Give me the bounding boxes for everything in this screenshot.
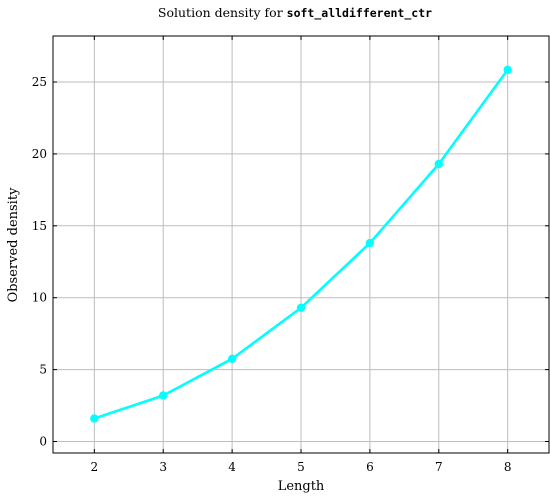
x-tick-label: 5 <box>297 460 305 474</box>
data-point <box>365 238 375 248</box>
plot-area-frame <box>52 35 550 454</box>
x-tick-label: 8 <box>504 460 512 474</box>
x-tick-label: 4 <box>228 460 236 474</box>
data-point <box>227 354 237 364</box>
y-tick-label: 25 <box>32 75 47 89</box>
data-point <box>90 414 99 423</box>
chart-title-code: soft_alldifferent_ctr <box>287 6 432 21</box>
x-tick-label: 2 <box>91 460 99 474</box>
x-axis-title: Length <box>278 479 325 494</box>
tick-labels: 2 3 4 5 6 7 8 0 5 10 15 20 25 <box>32 75 512 474</box>
x-tick-label: 3 <box>159 460 167 474</box>
chart-title: Solution density for soft_alldifferent_c… <box>158 5 432 21</box>
x-tick-label: 7 <box>435 460 443 474</box>
x-tick-label: 6 <box>366 460 374 474</box>
data-point <box>503 65 512 74</box>
axis-ticks <box>53 36 549 453</box>
data-point <box>159 391 168 400</box>
grid <box>53 36 549 453</box>
series-group <box>90 65 512 423</box>
y-tick-label: 10 <box>32 291 47 305</box>
y-tick-label: 5 <box>39 363 47 377</box>
y-tick-label: 15 <box>32 219 47 233</box>
y-tick-label: 20 <box>32 147 47 161</box>
data-point <box>296 303 306 312</box>
data-point <box>434 159 443 169</box>
y-axis-title: Observed density <box>6 187 21 302</box>
y-tick-label: 0 <box>39 434 47 448</box>
chart-title-prefix: Solution density for <box>158 5 287 20</box>
